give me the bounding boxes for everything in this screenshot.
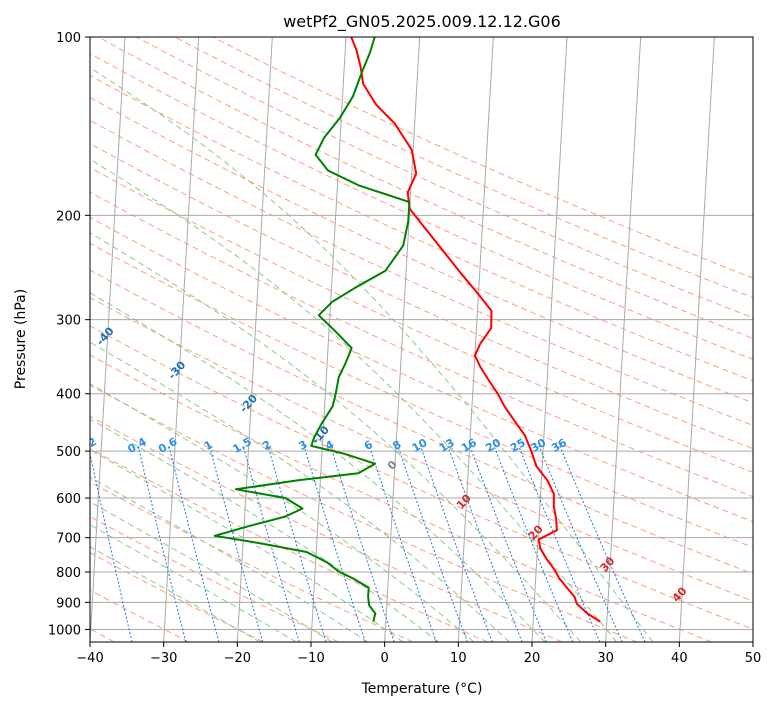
dry-adiabat-line: [90, 242, 753, 548]
y-tick-label: 400: [56, 388, 81, 403]
dry-adiabat-line: [90, 354, 712, 642]
mixing-ratio-line: [303, 445, 366, 642]
isotherm-gridline: [457, 37, 494, 642]
moist-adiabats: [90, 67, 654, 642]
mixing-ratio-line: [397, 445, 468, 642]
x-tick-label: 50: [745, 651, 762, 666]
dry-adiabat-line: [90, 384, 638, 642]
plot-frame: [89, 36, 754, 643]
mixing-ratio-line: [538, 445, 623, 642]
x-tick-label: −30: [150, 651, 177, 666]
mixing-ratio-line: [518, 445, 601, 642]
mixing-ratio-label: 0.2: [75, 435, 98, 456]
mixing-ratio-line: [267, 445, 327, 642]
mixing-ratio-line: [168, 445, 220, 642]
y-tick-label: 200: [56, 209, 81, 224]
y-axis-label: Pressure (hPa): [13, 289, 29, 389]
dry-adiabat-line: [90, 143, 753, 450]
mixing-ratio-line: [447, 445, 523, 642]
moist-adiabat-line: [90, 232, 582, 642]
dewpoint-profile-line: [213, 37, 411, 622]
x-tick-label: 10: [450, 651, 467, 666]
mixing-ratio-line: [469, 445, 547, 642]
y-tick-label: 500: [56, 445, 81, 460]
isotherm-gridline: [163, 37, 200, 642]
y-tick-label: 300: [56, 314, 81, 329]
x-tick-label: −40: [76, 651, 103, 666]
moist-adiabat-line: [90, 449, 404, 642]
mixing-ratio-line: [330, 445, 395, 642]
x-axis-label: Temperature (°C): [361, 681, 483, 697]
dry-adiabat-line: [90, 447, 488, 642]
mixing-ratio-line: [420, 445, 493, 642]
dry-adiabat-line: [90, 296, 753, 602]
x-tick-label: 30: [597, 651, 614, 666]
dry-adiabat-line: [90, 589, 190, 642]
moist-adiabat-line: [90, 292, 546, 642]
sounding-profiles: [213, 37, 601, 623]
y-tick-label: 800: [56, 566, 81, 581]
isotherm-gridline: [310, 37, 347, 642]
mixing-ratio-line: [209, 445, 264, 642]
y-tick-label: 1000: [48, 623, 81, 638]
y-tick-label: 600: [56, 492, 81, 507]
moist-adiabat-line: [90, 383, 475, 642]
dry-adiabat-line: [90, 552, 264, 642]
y-axis: 100 200 300 400 500 600 700 800 900 1000: [48, 31, 90, 638]
x-tick-label: 20: [524, 651, 541, 666]
grid-lines: [90, 37, 753, 642]
x-tick-label: 0: [381, 651, 389, 666]
moist-adiabat-line: [90, 476, 368, 642]
dry-adiabat-line: [90, 96, 753, 404]
x-tick-label: −20: [224, 651, 251, 666]
y-tick-label: 900: [56, 596, 81, 611]
mixing-ratio-line: [242, 445, 300, 642]
mixing-ratio-line: [90, 451, 133, 642]
dry-adiabat-line: [98, 37, 753, 339]
temperature-profile-line: [350, 37, 601, 623]
moist-adiabat-line: [90, 341, 510, 642]
dry-adiabat-line: [136, 37, 753, 319]
dry-adiabat-line: [90, 74, 753, 382]
isotherm-gridline: [605, 37, 642, 642]
isotherm-gridline: [90, 37, 126, 642]
dry-adiabat-line: [90, 166, 753, 473]
y-tick-label: 100: [56, 31, 81, 46]
x-axis: −40 −30 −20 −10 0 10 20 30 40 50: [76, 642, 761, 666]
x-tick-label: −10: [297, 651, 324, 666]
isotherm-gridline: [678, 37, 715, 642]
isotherm-gridline: [384, 37, 421, 642]
chart-title: wetPf2_GN05.2025.009.12.12.G06: [283, 12, 561, 32]
mixing-ratio-line: [368, 445, 437, 642]
mixing-ratio-line: [137, 445, 187, 642]
dry-adiabat-line: [90, 325, 753, 630]
isotherm-gridline: [531, 37, 568, 642]
mixing-ratio-lines: [90, 445, 646, 642]
y-tick-label: 700: [56, 532, 81, 547]
x-tick-label: 40: [671, 651, 688, 666]
mixing-ratio-line: [559, 445, 646, 642]
moist-adiabat-line: [90, 158, 618, 642]
dry-adiabat-line: [90, 415, 563, 642]
